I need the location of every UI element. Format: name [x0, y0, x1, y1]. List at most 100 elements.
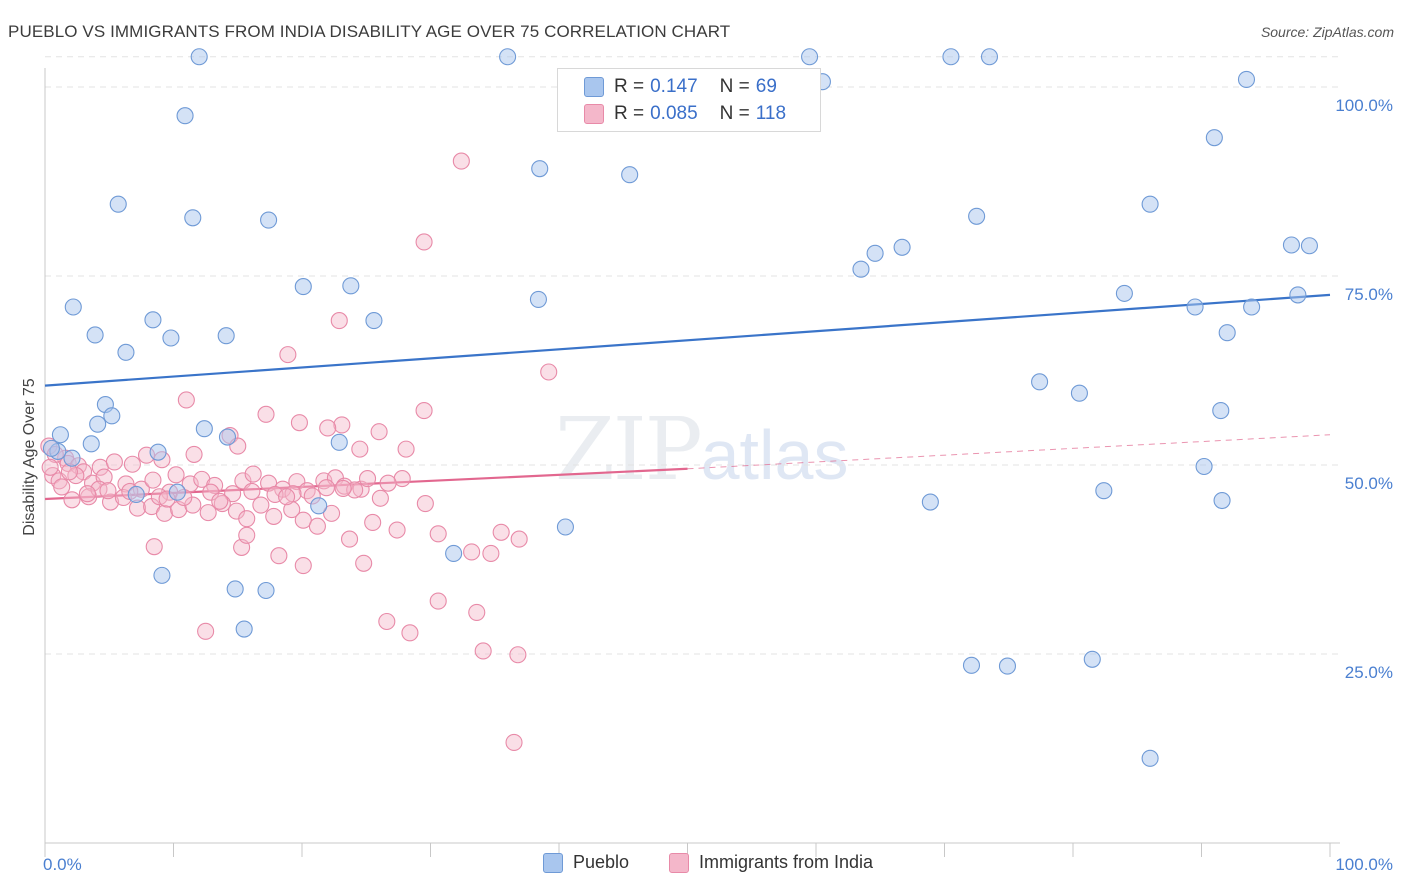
data-point-pueblo [968, 207, 986, 225]
data-point-india [358, 470, 377, 488]
data-point-pueblo [235, 620, 253, 638]
data-point-india [197, 622, 215, 640]
data-point-pueblo [1095, 482, 1113, 500]
data-point-pueblo [499, 48, 517, 66]
data-point-india [452, 152, 470, 170]
data-point-india [401, 624, 419, 642]
data-point-india [213, 495, 231, 513]
data-point-pueblo [64, 298, 82, 316]
data-point-india [352, 480, 370, 498]
legend-row-pueblo: R = 0.147 N = 69 [584, 75, 777, 99]
legend-label-india: Immigrants from India [699, 852, 874, 872]
legend-label-pueblo: Pueblo [573, 852, 630, 872]
data-point-pueblo [217, 327, 235, 345]
data-point-india [509, 646, 527, 664]
data-point-india [378, 612, 396, 631]
data-point-india [317, 479, 335, 497]
data-point-india [364, 513, 382, 532]
data-point-pueblo [801, 48, 819, 66]
data-point-india [388, 521, 406, 539]
data-point-pueblo [556, 518, 574, 536]
x-tick-label: 0.0% [43, 855, 82, 874]
pueblo-points [42, 48, 1318, 767]
y-tick-label: 100.0% [1335, 96, 1393, 115]
chart-title: PUEBLO VS IMMIGRANTS FROM INDIA DISABILI… [8, 22, 731, 41]
legend-r-value: 0.147 [650, 76, 698, 97]
data-point-pueblo [86, 326, 104, 344]
y-tick-label: 75.0% [1345, 285, 1393, 304]
legend-swatch-india [584, 104, 604, 124]
data-point-pueblo [621, 166, 639, 184]
data-point-pueblo [1218, 324, 1236, 342]
data-point-india [279, 346, 297, 364]
data-point-pueblo [127, 485, 145, 504]
data-point-india [492, 523, 510, 541]
data-point-pueblo [1212, 402, 1230, 420]
data-point-india [298, 482, 316, 500]
data-point-india [482, 544, 500, 563]
data-point-india [334, 479, 352, 497]
data-point-pueblo [365, 312, 383, 330]
data-point-pueblo [294, 278, 312, 296]
data-point-pueblo [190, 48, 208, 66]
y-tick-label: 50.0% [1345, 474, 1393, 493]
correlation-legend: R = 0.147 N = 69 R = 0.085 N = 118 [557, 68, 821, 132]
data-point-pueblo [921, 493, 939, 511]
data-point-pueblo [1070, 384, 1088, 402]
watermark-main: ZIP [555, 400, 703, 500]
data-point-pueblo [962, 656, 981, 674]
y-tick-label: 25.0% [1345, 663, 1393, 682]
legend-r-label: R = [614, 103, 645, 124]
data-point-pueblo [89, 415, 107, 433]
india-points [40, 87, 607, 752]
legend-item-india[interactable]: Immigrants from India [669, 852, 873, 873]
data-point-pueblo [257, 581, 275, 600]
data-point-india [75, 463, 93, 481]
legend-n-value: 118 [755, 103, 787, 124]
data-point-pueblo [1195, 457, 1213, 476]
data-point-india [340, 530, 359, 548]
data-point-pueblo [42, 439, 60, 457]
legend-n-label: N = [719, 103, 750, 124]
data-point-pueblo [1205, 129, 1223, 147]
data-point-pueblo [445, 544, 463, 563]
data-point-india [224, 485, 242, 503]
legend-n-value: 69 [755, 76, 777, 97]
data-point-pueblo [153, 566, 171, 584]
data-point-india [474, 642, 492, 660]
data-point-pueblo [260, 211, 278, 229]
data-point-india [238, 510, 256, 528]
data-point-pueblo [529, 290, 547, 308]
data-point-india [99, 482, 117, 500]
data-point-india [379, 474, 397, 492]
data-point-india [123, 455, 141, 473]
data-point-india [393, 470, 411, 488]
data-point-pueblo [1141, 195, 1159, 213]
data-point-india [199, 504, 217, 522]
data-point-india [265, 507, 283, 525]
grid-lines [45, 56, 1340, 655]
data-point-india [415, 233, 433, 251]
data-point-india [167, 466, 185, 484]
trend-lines [44, 293, 1331, 501]
data-point-pueblo [1300, 237, 1318, 255]
data-point-pueblo [226, 580, 244, 598]
legend-item-pueblo[interactable]: Pueblo [543, 852, 629, 873]
data-point-india [308, 517, 326, 535]
data-point-pueblo [531, 160, 549, 178]
data-point-pueblo [1282, 236, 1300, 254]
data-point-pueblo [980, 48, 999, 66]
data-point-pueblo [184, 209, 202, 227]
data-point-pueblo [51, 426, 69, 444]
data-point-pueblo [195, 420, 213, 438]
data-point-india [211, 492, 229, 510]
data-point-india [257, 405, 275, 423]
watermark-sub: atlas [700, 416, 849, 494]
data-point-pueblo [117, 343, 135, 361]
data-point-india [323, 504, 341, 522]
data-point-pueblo [1083, 650, 1101, 668]
data-point-india [333, 416, 351, 434]
data-point-pueblo [1213, 491, 1231, 510]
trend-line-pueblo [44, 293, 1331, 387]
data-point-india [468, 603, 486, 621]
